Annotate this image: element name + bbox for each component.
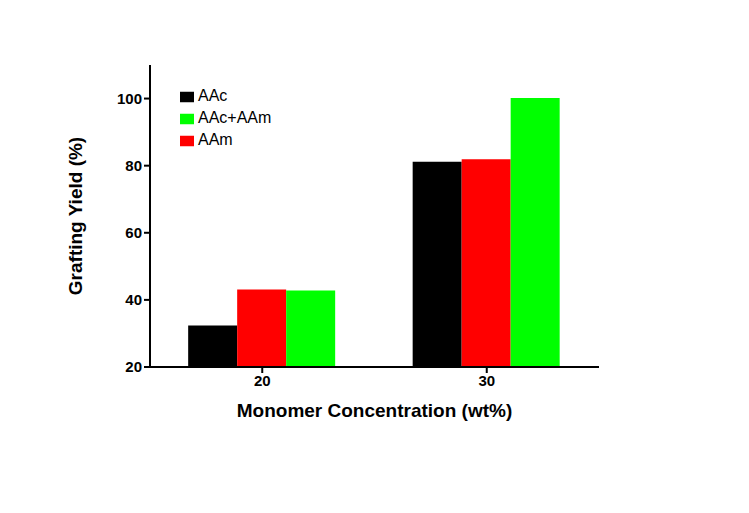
svg-text:Monomer Concentration (wt%): Monomer Concentration (wt%) (237, 400, 513, 421)
html-text:AAc: AAc (198, 87, 228, 104)
svg-text:Grafting Yield (%): Grafting Yield (%) (65, 137, 86, 295)
svg-text:80: 80 (125, 157, 142, 174)
svg-text:20: 20 (254, 372, 271, 389)
svg-text:100: 100 (117, 90, 142, 107)
svg-text:40: 40 (125, 291, 142, 308)
html-text:AAm: AAm (198, 131, 233, 148)
svg-text:30: 30 (478, 372, 495, 389)
svg-text:20: 20 (125, 358, 142, 375)
svg-text:60: 60 (125, 224, 142, 241)
html-text:AAc+AAm: AAc+AAm (198, 109, 272, 126)
